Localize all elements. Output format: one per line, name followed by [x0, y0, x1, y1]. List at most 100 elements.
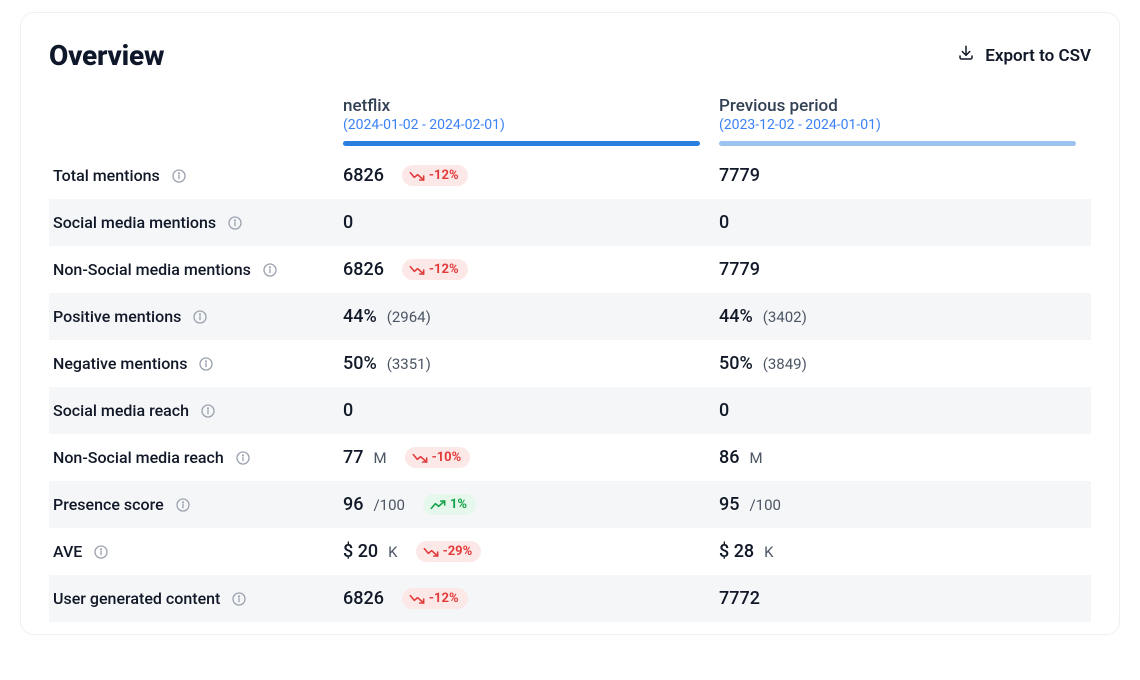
value-unit: K — [764, 543, 773, 561]
info-icon[interactable] — [191, 308, 209, 326]
current-value-cell: 0 — [339, 387, 715, 434]
previous-value-cell: 7779 — [715, 152, 1091, 199]
column-period-previous: (2023-12-02 - 2024-01-01) — [719, 117, 1091, 133]
export-csv-label: Export to CSV — [985, 46, 1091, 66]
export-csv-button[interactable]: Export to CSV — [957, 44, 1091, 67]
row-label: AVE — [53, 542, 110, 561]
page-title: Overview — [49, 39, 164, 72]
value: 50% — [343, 353, 377, 374]
value: 95 — [719, 494, 739, 515]
download-icon — [957, 44, 975, 67]
value-unit: K — [388, 543, 397, 561]
previous-value-cell: 44% (3402) — [715, 293, 1091, 340]
trend-text: -10% — [432, 450, 462, 465]
current-value-cell: 6826 -12% — [339, 575, 715, 622]
previous-value-cell: 7779 — [715, 246, 1091, 293]
value: 6826 — [343, 588, 384, 609]
value: 0 — [719, 400, 729, 421]
current-value-cell: 50% (3351) — [339, 340, 715, 387]
current-value-cell: $ 20 K -29% — [339, 528, 715, 575]
trend-text: 1% — [450, 497, 467, 512]
info-icon[interactable] — [92, 543, 110, 561]
previous-value-cell: 7772 — [715, 575, 1091, 622]
column-header-current: netflix (2024-01-02 - 2024-02-01) — [339, 90, 715, 152]
column-header-previous: Previous period (2023-12-02 - 2024-01-01… — [715, 90, 1091, 152]
row-label-cell: User generated content — [49, 575, 339, 622]
row-label-cell: Presence score — [49, 481, 339, 528]
previous-value-cell: 86M — [715, 434, 1091, 481]
value: 50% — [719, 353, 753, 374]
trend-text: -12% — [429, 168, 459, 183]
current-value-cell: 96/1001% — [339, 481, 715, 528]
current-value-cell: 0 — [339, 199, 715, 246]
row-label: Non-Social media reach — [53, 448, 252, 467]
current-value-cell: 77 M -10% — [339, 434, 715, 481]
info-icon[interactable] — [226, 214, 244, 232]
value-sub: /100 — [373, 496, 404, 514]
header-spacer — [49, 90, 339, 152]
row-label-cell: Negative mentions — [49, 340, 339, 387]
info-icon[interactable] — [261, 261, 279, 279]
value: 0 — [719, 212, 729, 233]
current-value-cell: 6826 -12% — [339, 152, 715, 199]
row-label: Non-Social media mentions — [53, 260, 279, 279]
value: 77 — [343, 447, 363, 468]
info-icon[interactable] — [234, 449, 252, 467]
row-label-cell: AVE — [49, 528, 339, 575]
previous-value-cell: $ 28 K — [715, 528, 1091, 575]
trend-text: -12% — [429, 591, 459, 606]
row-label-cell: Non-Social media reach — [49, 434, 339, 481]
trend-text: -29% — [443, 544, 473, 559]
overview-table: netflix (2024-01-02 - 2024-02-01) Previo… — [49, 90, 1091, 622]
column-name-current: netflix — [343, 96, 715, 116]
current-value-cell: 6826 -12% — [339, 246, 715, 293]
row-label-cell: Social media reach — [49, 387, 339, 434]
overview-card: Overview Export to CSV netflix (2024-01-… — [20, 12, 1120, 635]
previous-value-cell: 50%(3849) — [715, 340, 1091, 387]
value-sub: (2964) — [387, 308, 431, 326]
trend-badge: -12% — [402, 165, 468, 186]
info-icon[interactable] — [199, 402, 217, 420]
value: 7779 — [719, 165, 760, 186]
row-label-cell: Social media mentions — [49, 199, 339, 246]
row-label: Social media reach — [53, 401, 217, 420]
column-period-current: (2024-01-02 - 2024-02-01) — [343, 117, 715, 133]
value-unit: M — [373, 449, 386, 467]
trend-badge: -10% — [405, 447, 471, 468]
value: 0 — [343, 400, 353, 421]
column-bar-current — [343, 141, 700, 146]
value-sub: /100 — [749, 496, 780, 514]
info-icon[interactable] — [230, 590, 248, 608]
column-bar-previous — [719, 141, 1076, 146]
trend-text: -12% — [429, 262, 459, 277]
info-icon[interactable] — [197, 355, 215, 373]
trend-badge: 1% — [423, 494, 476, 515]
current-value-cell: 44%(2964) — [339, 293, 715, 340]
row-label: User generated content — [53, 589, 248, 608]
row-label-cell: Total mentions — [49, 152, 339, 199]
row-label: Presence score — [53, 495, 192, 514]
previous-value-cell: 95/100 — [715, 481, 1091, 528]
previous-value-cell: 0 — [715, 387, 1091, 434]
value-sub: (3402) — [763, 308, 807, 326]
value: 6826 — [343, 259, 384, 280]
value-sub: (3351) — [387, 355, 431, 373]
value: $ 20 — [343, 541, 378, 562]
value-unit: M — [749, 449, 762, 467]
value: 7779 — [719, 259, 760, 280]
row-label-cell: Non-Social media mentions — [49, 246, 339, 293]
row-label: Total mentions — [53, 166, 188, 185]
value: 0 — [343, 212, 353, 233]
row-label: Positive mentions — [53, 307, 209, 326]
row-label: Negative mentions — [53, 354, 215, 373]
trend-badge: -12% — [402, 259, 468, 280]
info-icon[interactable] — [170, 167, 188, 185]
value: 7772 — [719, 588, 760, 609]
trend-badge: -29% — [416, 541, 482, 562]
previous-value-cell: 0 — [715, 199, 1091, 246]
value: 6826 — [343, 165, 384, 186]
value: 44% — [719, 306, 753, 327]
info-icon[interactable] — [174, 496, 192, 514]
value: $ 28 — [719, 541, 754, 562]
row-label: Social media mentions — [53, 213, 244, 232]
